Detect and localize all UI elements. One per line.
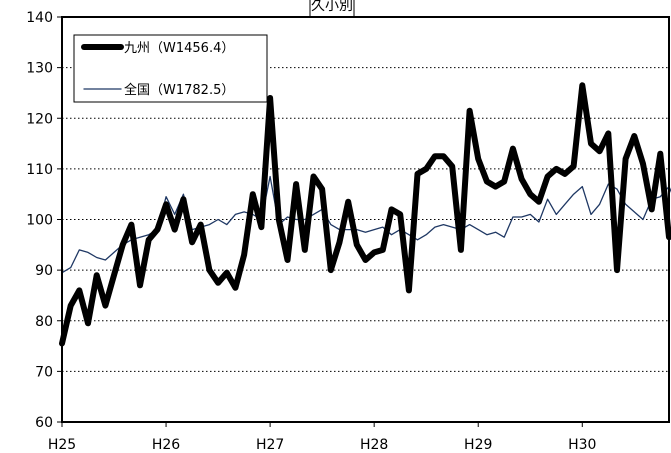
y-tick-label: 130 [26,61,53,77]
x-tick-label: H29 [464,437,492,453]
y-tick-label: 140 [26,10,53,26]
legend-label-kyushu: 九州（W1456.4） [124,41,234,56]
x-axis-ticks: H25 H26 H27 H28 H29 H30 [48,422,596,453]
y-tick-label: 110 [26,162,53,178]
y-tick-label: 70 [35,364,53,380]
series-layer [59,82,671,347]
y-tick-label: 90 [35,263,53,279]
chart-title: 久小別 [311,0,353,14]
y-tick-label: 60 [35,415,53,431]
x-tick-label: H27 [256,437,284,453]
legend-box [73,34,268,103]
x-tick-label: H30 [568,437,596,453]
y-tick-label: 80 [35,314,53,330]
x-tick-label: H28 [360,437,388,453]
series-line-kyushu [59,82,671,347]
legend-label-national: 全国（W1782.5） [124,82,234,98]
legend: 九州（W1456.4） 全国（W1782.5） [73,34,268,103]
x-tick-label: H25 [48,437,76,453]
y-tick-label: 120 [26,111,53,127]
y-axis-ticks: 60 70 80 90 100 110 120 130 140 [26,10,62,431]
chart-title-box: 久小別 [309,0,355,18]
x-tick-label: H26 [152,437,180,453]
y-tick-label: 100 [26,213,53,229]
